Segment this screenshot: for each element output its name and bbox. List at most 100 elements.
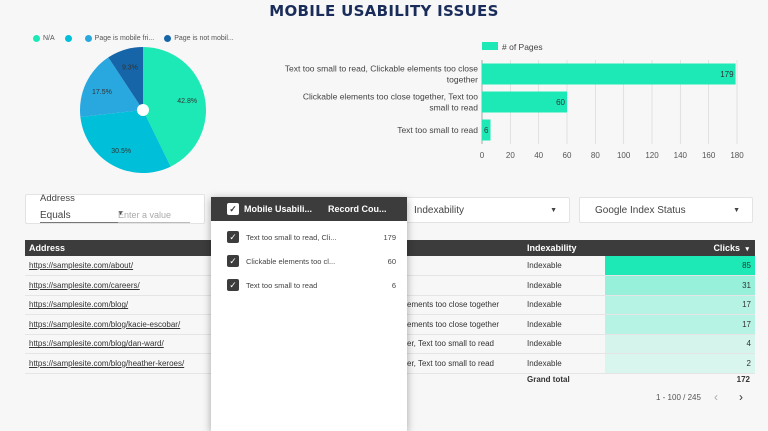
clicks-cell: 17 — [605, 295, 755, 315]
address-filter[interactable]: Address Equals ▼ Enter a value — [25, 193, 205, 224]
pie-slice[interactable] — [143, 47, 207, 167]
indexability-cell: Indexable — [523, 353, 605, 374]
grand-total-label: Grand total — [527, 375, 570, 384]
indexability-cell: Indexable — [523, 275, 605, 296]
bar[interactable] — [482, 119, 491, 141]
option-checkbox[interactable]: ✓ — [227, 231, 239, 243]
issue-cell: er, Text too small to read — [403, 353, 523, 374]
grand-total-value: 172 — [736, 375, 750, 384]
mobile-usability-filter-popup: ✓ Mobile Usabili... Record Cou... ✓ Text … — [211, 197, 407, 431]
popup-option-row[interactable]: ✓ Text too small to read 6 — [211, 273, 407, 297]
pie-center-hole — [137, 104, 149, 116]
legend-item[interactable]: Page is mobile fri... — [84, 35, 155, 42]
popup-option-row[interactable]: ✓ Clickable elements too cl... 60 — [211, 249, 407, 273]
address-filter-label: Address — [40, 193, 75, 204]
legend-label: N/A — [43, 35, 55, 42]
bar-chart[interactable]: # of Pages 0 20 40 60 80 100 120 140 160 180 179 Tex… — [270, 38, 760, 166]
legend-label: Page is mobile fri... — [94, 35, 155, 42]
filter-value-input[interactable]: Enter a value — [118, 210, 190, 223]
popup-option-row[interactable]: ✓ Text too small to read, Cli... 179 — [211, 225, 407, 249]
indexability-cell: Indexable — [523, 314, 605, 335]
legend-swatch — [33, 35, 40, 42]
google-index-filter[interactable]: Google Index Status ▼ — [579, 197, 753, 223]
legend-item[interactable]: N/A — [33, 35, 55, 42]
clicks-cell: 31 — [605, 275, 755, 296]
pie-slice-label: 9.3% — [122, 65, 138, 72]
pie-chart[interactable]: 42.8% 30.5% 17.5% 9.3% — [78, 47, 210, 177]
option-count: 6 — [391, 280, 396, 290]
clicks-cell: 4 — [605, 334, 755, 354]
pie-slice[interactable] — [80, 57, 143, 118]
legend-item[interactable] — [64, 35, 75, 42]
y-category-label: small to read — [429, 103, 478, 113]
caret-down-icon: ▼ — [733, 206, 740, 214]
column-header-clicks[interactable]: Clicks ▾ — [605, 240, 755, 256]
x-tick-label: 20 — [506, 151, 515, 160]
pie-slice[interactable] — [80, 110, 171, 174]
y-category-label: together — [447, 75, 478, 85]
sort-desc-icon: ▾ — [745, 246, 749, 253]
bar-value-label: 179 — [720, 70, 734, 79]
operator-value: Equals — [40, 210, 71, 221]
column-header-issue[interactable] — [403, 240, 523, 256]
x-tick-label: 80 — [591, 151, 600, 160]
issue-cell: er, Text too small to read — [403, 334, 523, 354]
page-title: MOBILE USABILITY ISSUES — [269, 2, 499, 20]
option-count: 60 — [387, 256, 396, 266]
y-category-label: Text too small to read — [397, 125, 478, 135]
legend-swatch — [164, 35, 172, 42]
column-header-indexability[interactable]: Indexability — [523, 240, 605, 256]
indexability-filter[interactable]: Indexability ▼ — [398, 197, 570, 223]
pie-slice-label: 30.5% — [111, 148, 131, 155]
option-count: 179 — [383, 232, 396, 242]
x-tick-label: 140 — [674, 151, 688, 160]
option-label: Clickable elements too cl... — [246, 256, 336, 266]
indexability-cell: Indexable — [523, 334, 605, 354]
pagination-label: 1 - 100 / 245 — [656, 393, 701, 402]
select-all-checkbox[interactable]: ✓ — [227, 203, 239, 215]
bar-value-label: 6 — [484, 126, 489, 135]
x-tick-label: 60 — [563, 151, 572, 160]
legend-swatch — [84, 35, 92, 42]
clicks-cell: 85 — [605, 256, 755, 276]
option-checkbox[interactable]: ✓ — [227, 279, 239, 291]
clicks-cell: 17 — [605, 314, 755, 335]
bar-legend-swatch — [482, 42, 498, 50]
x-tick-label: 0 — [480, 151, 485, 160]
caret-down-icon: ▼ — [117, 210, 124, 217]
issue-cell — [403, 275, 523, 296]
prev-page-icon[interactable]: ‹ — [714, 390, 718, 404]
google-index-filter-label: Google Index Status — [595, 204, 686, 216]
clicks-header-label: Clicks — [713, 243, 740, 253]
pie-legend: N/A Page is mobile fri... Page is not mobi… — [33, 35, 234, 42]
x-tick-label: 120 — [645, 151, 659, 160]
popup-column-mobile-usability[interactable]: Mobile Usabili... — [244, 204, 313, 214]
legend-swatch — [64, 35, 72, 42]
indexability-cell: Indexable — [523, 295, 605, 315]
caret-down-icon: ▼ — [550, 206, 557, 214]
indexability-cell: Indexable — [523, 256, 605, 276]
x-tick-label: 100 — [617, 151, 631, 160]
option-label: Text too small to read — [246, 280, 318, 290]
x-tick-label: 160 — [702, 151, 716, 160]
y-category-label: Text too small to read, Clickable elemen… — [285, 64, 479, 74]
bar[interactable] — [482, 91, 567, 113]
pie-slice-label: 17.5% — [92, 89, 112, 96]
legend-item[interactable]: Page is not mobil... — [164, 35, 234, 42]
issue-cell: ements too close together — [403, 314, 523, 335]
popup-column-record-count[interactable]: Record Cou... — [328, 204, 387, 214]
clicks-cell: 2 — [605, 353, 755, 374]
bar-value-label: 60 — [556, 98, 565, 107]
table-header-row: Address Indexability Clicks ▾ — [25, 240, 755, 256]
bar[interactable] — [482, 63, 736, 85]
option-checkbox[interactable]: ✓ — [227, 255, 239, 267]
legend-label: Page is not mobil... — [174, 35, 234, 42]
indexability-filter-label: Indexability — [414, 204, 465, 216]
pie-slice[interactable] — [108, 47, 143, 110]
x-tick-label: 40 — [534, 151, 543, 160]
next-page-icon[interactable]: › — [739, 390, 743, 404]
operator-select[interactable]: Equals ▼ — [40, 210, 124, 223]
issue-cell — [403, 256, 523, 276]
x-tick-label: 180 — [730, 151, 744, 160]
issue-cell: ements too close together — [403, 295, 523, 315]
